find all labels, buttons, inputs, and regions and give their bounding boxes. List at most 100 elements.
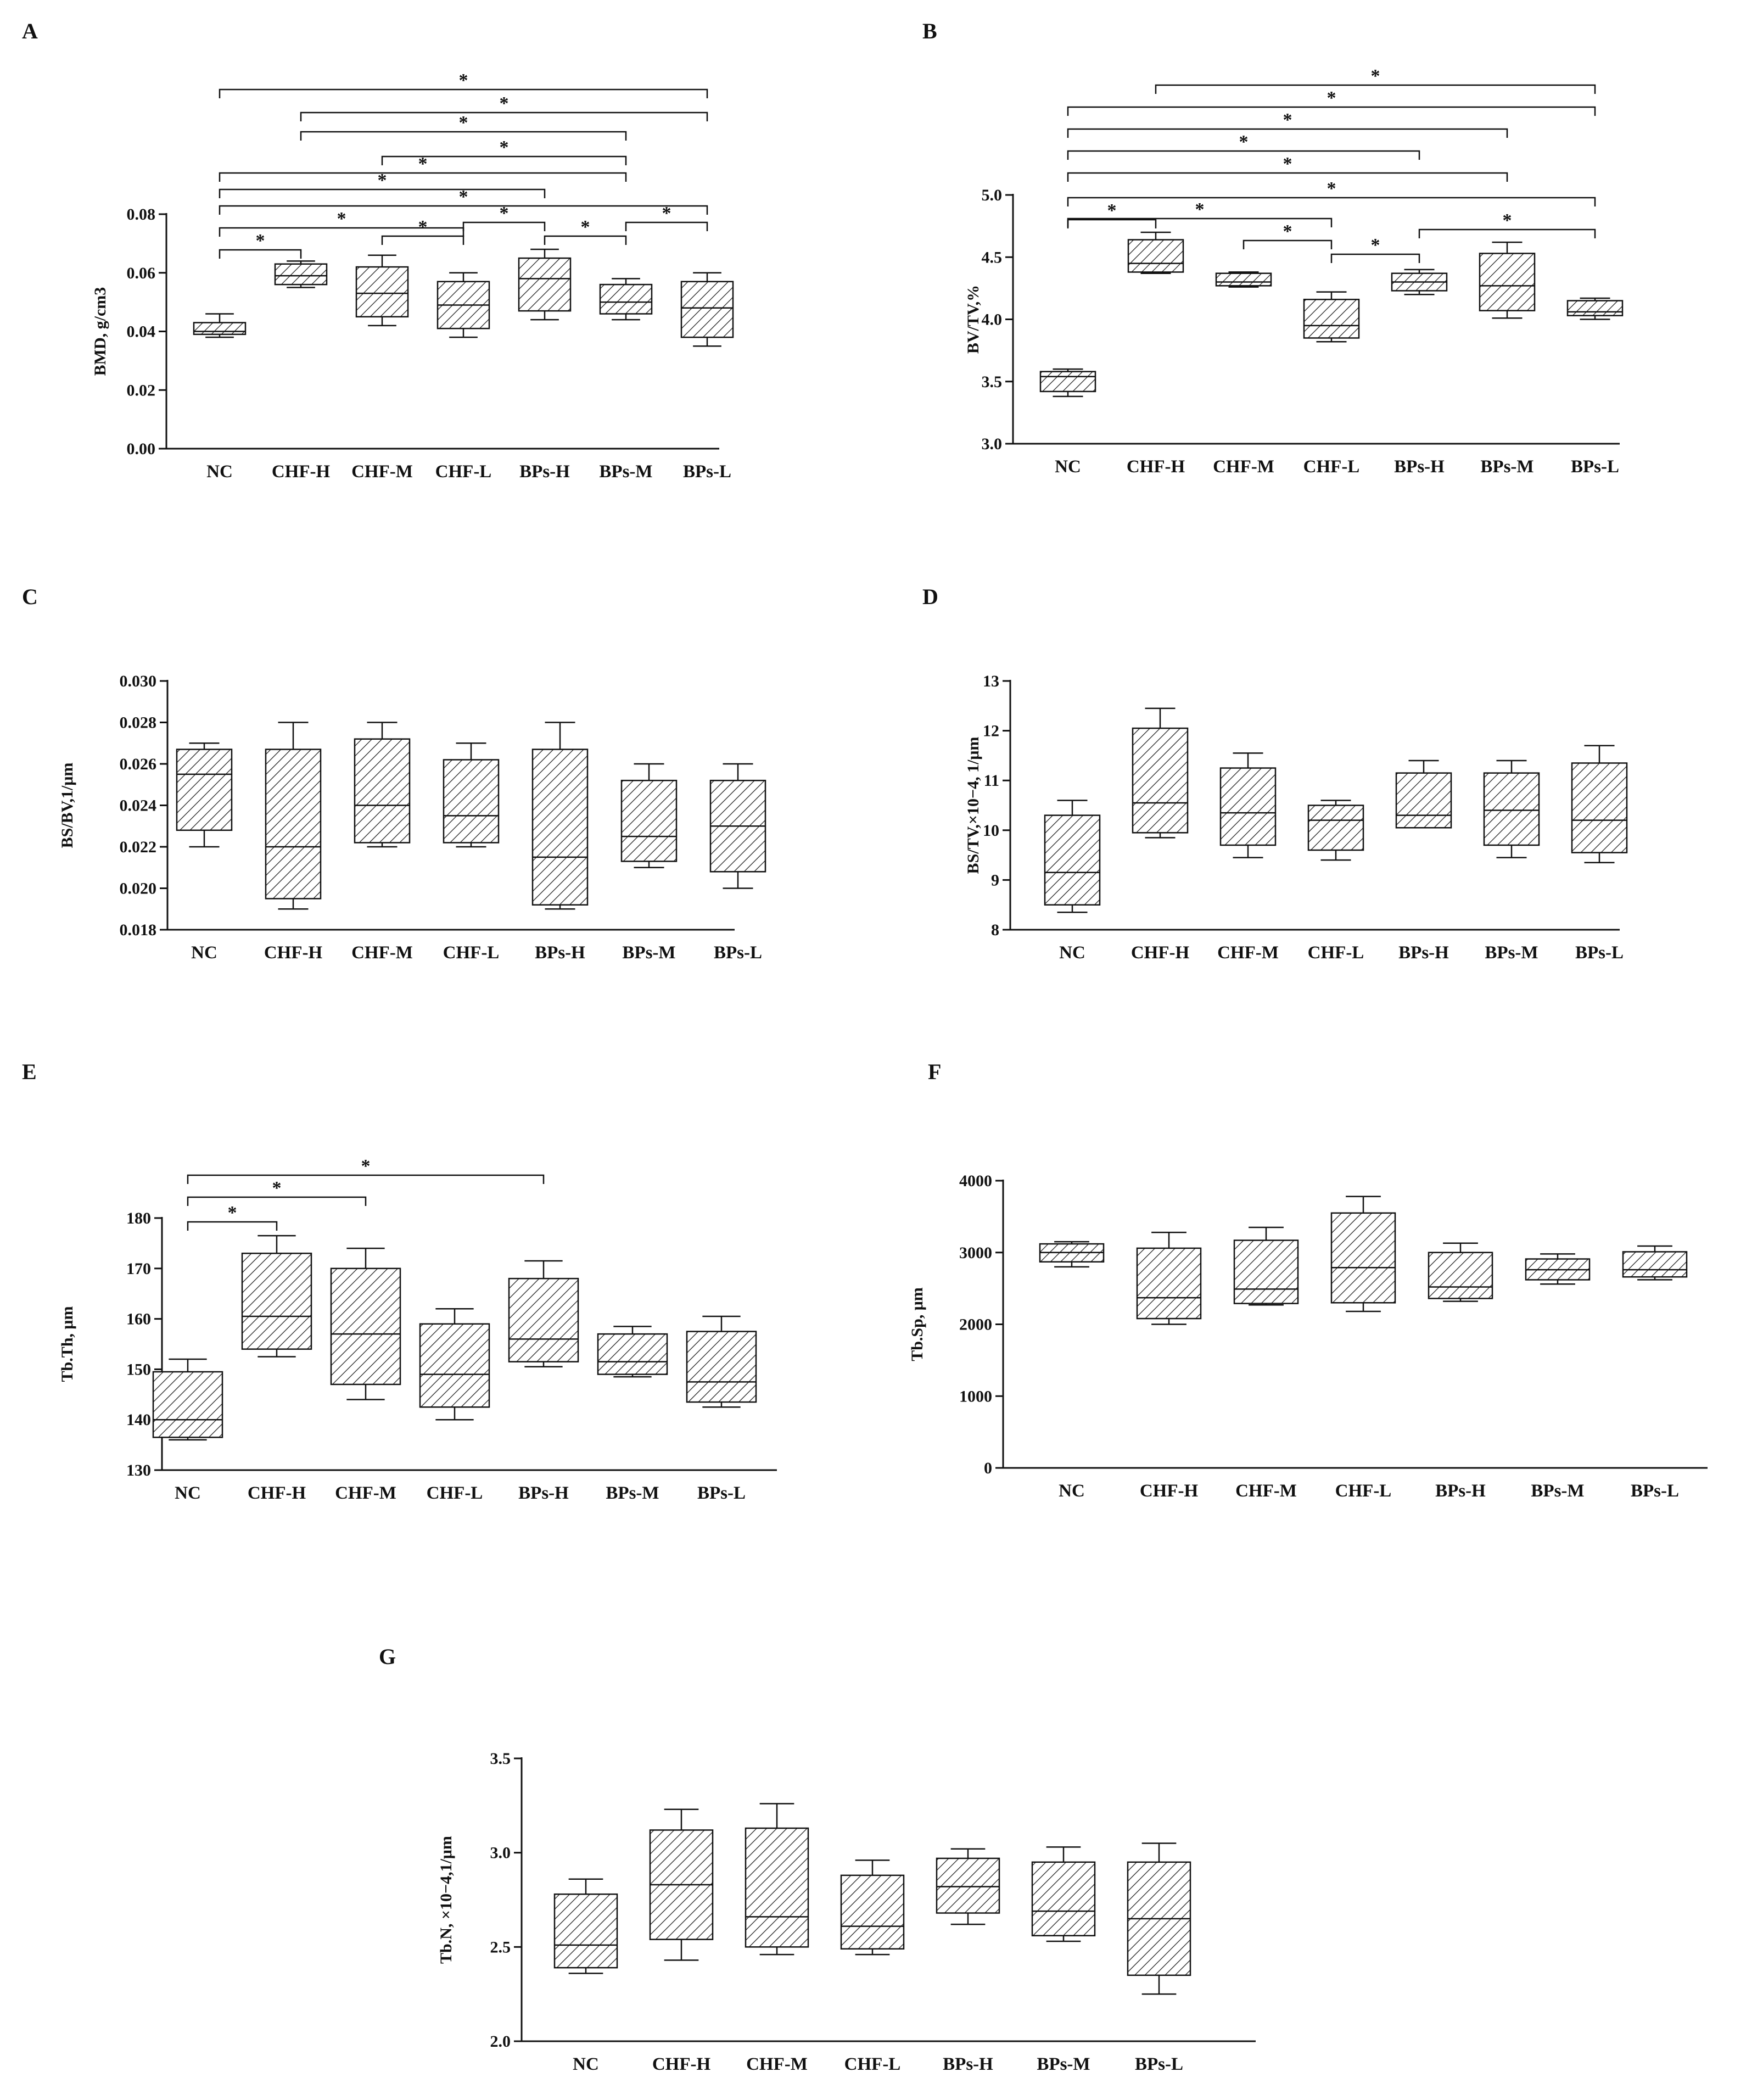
box-chf-h <box>1136 1231 1202 1325</box>
significance-bracket: * <box>1067 88 1596 116</box>
y-tick-label: 0.026 <box>120 755 157 773</box>
x-tick-label: CHF-L <box>443 943 500 963</box>
significance-bracket: * <box>1418 210 1596 238</box>
significance-bracket: * <box>219 70 708 98</box>
bracket-line <box>1243 239 1333 249</box>
box-iqr <box>1127 239 1184 273</box>
x-tick-label: BPs-M <box>1037 2054 1090 2074</box>
box-chf-m <box>1233 1226 1299 1306</box>
significance-star: * <box>1327 178 1336 199</box>
significance-star: * <box>662 203 671 224</box>
box-iqr <box>1571 762 1628 853</box>
y-tick-label: 0.04 <box>127 323 156 341</box>
x-tick-label: CHF-M <box>1235 1481 1297 1501</box>
x-tick-label: CHF-H <box>248 1483 306 1503</box>
bracket-line <box>187 1196 367 1206</box>
significance-bracket: * <box>187 1156 545 1184</box>
box-chf-m <box>355 254 409 327</box>
x-tick-label: BPs-L <box>1631 1481 1679 1501</box>
box-iqr <box>508 1277 579 1362</box>
box-nc <box>1039 368 1096 398</box>
panel-letter: C <box>22 584 38 609</box>
bracket-line <box>187 1174 545 1184</box>
box-iqr <box>1307 805 1364 851</box>
x-tick-label: BPs-L <box>714 943 762 963</box>
significance-star: * <box>459 187 468 207</box>
significance-bracket: * <box>219 170 546 198</box>
panel-letter: E <box>22 1059 37 1084</box>
x-tick-label: CHF-H <box>1131 943 1190 963</box>
y-axis-title: BS/TV,×10−4, 1/μm <box>964 737 982 874</box>
x-tick-label: BPs-H <box>1435 1481 1486 1501</box>
y-tick-label: 2.0 <box>490 2032 511 2051</box>
x-tick-label: BPs-M <box>599 462 652 482</box>
significance-star: * <box>500 203 509 224</box>
y-tick-label: 3.0 <box>490 1844 511 1862</box>
box-iqr <box>1215 272 1272 287</box>
bracket-line <box>1155 84 1596 94</box>
bracket-line <box>544 235 627 245</box>
significance-star: * <box>256 231 265 251</box>
box-chf-h <box>1127 231 1184 274</box>
significance-bracket: * <box>1155 66 1596 94</box>
x-tick-label: CHF-L <box>1303 457 1360 477</box>
x-tick-label: CHF-H <box>1140 1481 1199 1501</box>
box-iqr <box>354 738 411 844</box>
box-iqr <box>152 1371 223 1438</box>
significance-bracket: * <box>1067 178 1596 206</box>
significance-star: * <box>378 170 387 191</box>
x-tick-label: CHF-M <box>351 462 413 482</box>
box-iqr <box>1622 1251 1688 1278</box>
significance-star: * <box>459 70 468 91</box>
bracket-line <box>1418 228 1596 238</box>
box-iqr <box>355 266 409 318</box>
significance-bracket: * <box>1067 154 1508 182</box>
box-bps-h <box>936 1848 1000 1925</box>
bracket-line <box>1067 197 1596 206</box>
box-chf-l <box>1303 291 1360 343</box>
bracket-line <box>462 221 546 231</box>
x-tick-label: BPs-H <box>519 462 570 482</box>
x-tick-label: CHF-L <box>1308 943 1364 963</box>
significance-star: * <box>1283 154 1292 174</box>
significance-star: * <box>500 93 509 114</box>
significance-bracket: * <box>300 93 708 121</box>
x-tick-label: BPs-H <box>518 1483 569 1503</box>
significance-star: * <box>337 209 346 229</box>
y-tick-label: 5.0 <box>982 186 1003 204</box>
significance-bracket: * <box>219 187 708 215</box>
box-chf-m <box>354 722 411 848</box>
bracket-line <box>219 88 708 98</box>
x-tick-label: CHF-M <box>1217 943 1279 963</box>
box-iqr <box>599 283 653 315</box>
bracket-line <box>219 172 627 182</box>
box-chf-l <box>1307 800 1364 861</box>
x-tick-label: BPs-M <box>622 943 675 963</box>
x-tick-label: BPs-H <box>535 943 585 963</box>
y-tick-label: 160 <box>126 1310 151 1328</box>
x-tick-label: CHF-H <box>272 462 331 482</box>
box-iqr <box>1479 253 1536 311</box>
significance-bracket: * <box>1067 199 1333 227</box>
x-tick-label: BPs-M <box>1531 1481 1584 1501</box>
significance-star: * <box>1195 199 1205 220</box>
box-bps-h <box>1395 759 1452 829</box>
x-tick-label: BPs-M <box>1485 943 1538 963</box>
box-iqr <box>1136 1247 1202 1320</box>
panel-a: A 0.00 0.02 0.04 0.06 0.08 BMD, g/cm3 NC CHF-H CH… <box>22 19 734 482</box>
box-bps-h <box>508 1260 579 1368</box>
panel-f: F 0 1000 2000 3000 4000 Tb.Sp, μm NC CHF-H CHF-M C… <box>908 1059 1708 1501</box>
y-tick-label: 0.024 <box>120 797 157 815</box>
box-bps-m <box>1031 1846 1096 1942</box>
y-tick-label: 170 <box>126 1260 151 1278</box>
box-iqr <box>680 281 734 338</box>
box-iqr <box>1039 371 1096 393</box>
y-axis-title: Tb.N, ×10−4,1/μm <box>437 1836 455 1964</box>
y-tick-label: 0.06 <box>127 264 156 282</box>
y-tick-label: 0 <box>984 1459 992 1477</box>
x-tick-label: NC <box>191 943 217 963</box>
significance-bracket: * <box>625 203 708 231</box>
box-bps-m <box>1525 1253 1591 1285</box>
box-iqr <box>620 779 678 862</box>
